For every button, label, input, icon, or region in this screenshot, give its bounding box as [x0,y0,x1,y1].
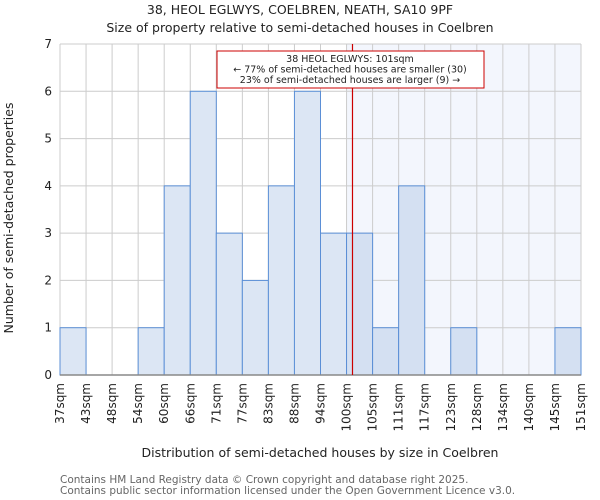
histogram-bar [241,279,269,376]
annotation-box [216,50,485,89]
x-tick-label: 88sqm [287,383,301,424]
x-tick-label: 37sqm [53,383,67,424]
y-tick-label: 1 [44,321,52,335]
annotation-line: 23% of semi-detached houses are larger (… [240,75,460,86]
x-tick-label: 60sqm [157,383,171,424]
y-tick-label: 0 [44,368,52,382]
highlight-region [346,44,581,375]
footer-line-1: Contains HM Land Registry data © Crown c… [60,474,468,486]
histogram-bar [137,327,165,376]
x-tick-label: 54sqm [131,383,145,424]
histogram-bar [293,90,322,376]
x-tick-label: 71sqm [209,383,223,424]
histogram-bar [346,232,374,376]
y-tick-label: 5 [44,132,52,146]
x-tick-label: 123sqm [444,383,458,431]
y-tick-label: 4 [44,179,52,193]
x-tick-label: 94sqm [314,383,328,424]
histogram-bar [163,185,191,376]
x-tick-label: 48sqm [105,383,119,424]
footer-line-2: Contains public sector information licen… [60,485,515,497]
histogram-bar [398,185,426,376]
chart-title: 38, HEOL EGLWYS, COELBREN, NEATH, SA10 9… [147,2,453,17]
x-tick-label: 140sqm [522,383,536,431]
x-axis-label: Distribution of semi-detached houses by … [142,445,499,460]
histogram-bar [59,327,87,376]
x-tick-label: 134sqm [496,383,510,431]
x-tick-label: 100sqm [340,383,354,431]
y-tick-label: 6 [44,84,52,98]
y-axis-label: Number of semi-detached properties [1,103,16,334]
x-tick-label: 145sqm [548,383,562,431]
y-tick-label: 7 [44,37,52,51]
histogram-bar [450,327,478,376]
histogram-bar [215,232,243,376]
histogram-bar [372,327,400,376]
histogram-bar [320,232,348,376]
chart-subtitle: Size of property relative to semi-detach… [106,20,493,35]
x-tick-label: 66sqm [183,383,197,424]
x-tick-label: 105sqm [366,383,380,431]
x-tick-label: 111sqm [392,383,406,431]
x-tick-label: 83sqm [261,383,275,424]
x-tick-label: 151sqm [574,383,588,431]
annotation-line: ← 77% of semi-detached houses are smalle… [233,65,467,76]
histogram-bar [554,327,582,376]
y-tick-label: 3 [44,226,52,240]
x-tick-label: 128sqm [470,383,484,431]
x-tick-label: 77sqm [235,383,249,424]
y-tick-label: 2 [44,273,52,287]
x-tick-label: 43sqm [79,383,93,424]
annotation-line: 38 HEOL EGLWYS: 101sqm [286,54,414,65]
histogram-bar [267,185,295,376]
x-tick-label: 117sqm [418,383,432,431]
histogram-bar [189,90,217,376]
